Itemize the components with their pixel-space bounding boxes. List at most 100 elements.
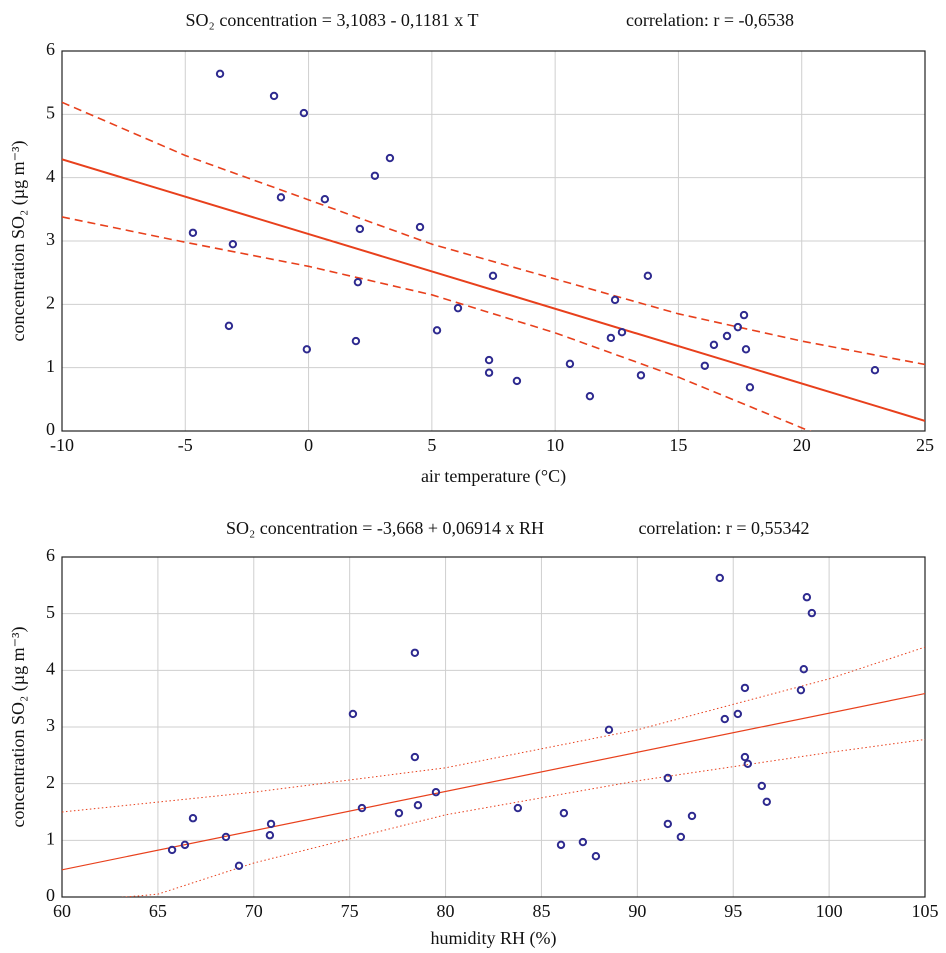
data-point bbox=[802, 593, 812, 602]
data-point bbox=[610, 295, 620, 305]
x-tick-label: 0 bbox=[304, 435, 313, 455]
plot-area bbox=[62, 69, 925, 431]
data-point bbox=[484, 355, 494, 365]
data-point bbox=[740, 752, 750, 762]
y-tick-label: 1 bbox=[46, 356, 55, 376]
data-point bbox=[265, 831, 275, 840]
x-tick-label: 90 bbox=[628, 901, 646, 921]
y-tick-label: 1 bbox=[46, 828, 55, 848]
y-tick-label: 5 bbox=[46, 102, 55, 122]
data-point bbox=[720, 714, 729, 724]
data-point bbox=[188, 814, 198, 823]
data-point bbox=[643, 271, 653, 281]
chart-subtitle: correlation: r = 0,55342 bbox=[638, 518, 809, 538]
data-point bbox=[453, 303, 463, 313]
data-point bbox=[432, 326, 442, 335]
data-point bbox=[757, 781, 766, 791]
data-point bbox=[733, 709, 743, 719]
data-point bbox=[180, 840, 190, 850]
data-point bbox=[663, 773, 673, 783]
confidence-band bbox=[120, 738, 925, 897]
y-tick-label: 4 bbox=[46, 658, 55, 678]
data-point bbox=[484, 368, 494, 377]
data-point bbox=[394, 808, 404, 818]
data-point bbox=[348, 709, 358, 719]
x-axis-label: humidity RH (%) bbox=[431, 928, 557, 949]
data-point bbox=[410, 752, 420, 762]
chart-title: SO₂ concentration = -3,668 + 0,06914 x R… bbox=[226, 518, 544, 538]
data-point bbox=[353, 277, 363, 287]
fit-line bbox=[62, 692, 925, 871]
data-point bbox=[636, 371, 646, 380]
data-point bbox=[221, 832, 231, 842]
chart: SO₂ concentration = 3,1083 - 0,1181 x T c… bbox=[8, 10, 934, 487]
data-point bbox=[617, 328, 627, 337]
data-point bbox=[215, 69, 225, 79]
data-point bbox=[357, 803, 367, 813]
data-point bbox=[188, 228, 198, 237]
y-tick-label: 3 bbox=[46, 229, 55, 249]
data-point bbox=[870, 366, 880, 375]
data-point bbox=[302, 345, 312, 354]
chart-title: SO₂ concentration = 3,1083 - 0,1181 x T bbox=[186, 10, 479, 30]
data-point bbox=[700, 361, 710, 370]
data-point bbox=[715, 573, 724, 583]
x-tick-label: 95 bbox=[724, 901, 742, 921]
data-point bbox=[687, 811, 697, 821]
chart: SO₂ concentration = -3,668 + 0,06914 x R… bbox=[8, 518, 938, 949]
data-point bbox=[228, 239, 238, 249]
x-tick-label: 25 bbox=[916, 435, 934, 455]
confidence-band bbox=[62, 646, 925, 813]
data-point bbox=[410, 648, 420, 657]
x-tick-label: 60 bbox=[53, 901, 71, 921]
data-point bbox=[606, 333, 616, 343]
data-point bbox=[799, 665, 808, 674]
x-tick-label: 5 bbox=[427, 435, 436, 455]
data-point bbox=[415, 222, 425, 232]
x-axis-label: air temperature (°C) bbox=[421, 466, 566, 487]
data-point bbox=[565, 359, 575, 369]
data-point bbox=[676, 832, 686, 842]
data-point bbox=[745, 383, 755, 392]
data-point bbox=[709, 340, 719, 350]
data-point bbox=[578, 837, 588, 847]
data-point bbox=[351, 336, 361, 346]
y-axis-label: concentration SO₂ (µg m⁻³) bbox=[8, 626, 29, 827]
plot-frame bbox=[61, 556, 926, 898]
data-point bbox=[733, 322, 743, 332]
x-tick-label: 15 bbox=[669, 435, 687, 455]
data-point bbox=[743, 759, 752, 769]
data-point bbox=[604, 725, 614, 735]
plot-frame bbox=[61, 50, 926, 432]
data-point bbox=[722, 331, 732, 341]
data-point bbox=[269, 91, 279, 101]
fit-line bbox=[62, 158, 925, 422]
y-tick-label: 5 bbox=[46, 602, 55, 622]
x-tick-label: 105 bbox=[912, 901, 939, 921]
y-tick-label: 6 bbox=[46, 39, 55, 59]
data-point bbox=[663, 819, 673, 829]
plot-area bbox=[62, 573, 925, 897]
data-point bbox=[431, 787, 441, 797]
data-point bbox=[740, 683, 750, 693]
x-tick-label: 20 bbox=[793, 435, 811, 455]
data-point bbox=[370, 171, 380, 180]
data-point bbox=[741, 345, 751, 354]
x-tick-label: 75 bbox=[341, 901, 359, 921]
data-point bbox=[413, 801, 423, 810]
data-point bbox=[488, 271, 498, 281]
data-point bbox=[266, 819, 276, 829]
data-point bbox=[355, 224, 365, 234]
y-tick-label: 4 bbox=[46, 166, 55, 186]
data-point bbox=[299, 108, 309, 118]
x-tick-label: 85 bbox=[532, 901, 550, 921]
data-point bbox=[385, 153, 395, 163]
data-point bbox=[591, 852, 601, 861]
y-tick-label: 3 bbox=[46, 715, 55, 735]
data-point bbox=[556, 840, 566, 850]
y-axis-label: concentration SO₂ (µg m⁻³) bbox=[8, 140, 29, 341]
x-tick-label: 80 bbox=[437, 901, 455, 921]
y-tick-label: 2 bbox=[46, 772, 55, 792]
data-point bbox=[559, 808, 569, 818]
x-tick-label: 100 bbox=[816, 901, 843, 921]
